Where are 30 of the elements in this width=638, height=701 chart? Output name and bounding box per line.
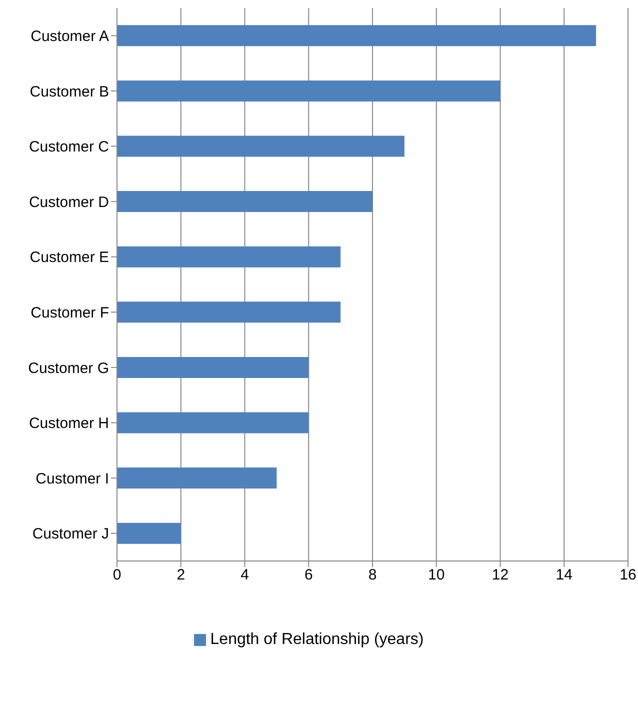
y-tick-label: Customer C xyxy=(28,138,110,156)
y-tick-label: Customer E xyxy=(30,249,109,266)
y-tick-label: Customer B xyxy=(30,83,109,100)
legend-label: Length of Relationship (years) xyxy=(210,631,424,648)
y-tick-label: Customer D xyxy=(28,194,110,211)
x-tick-label: 8 xyxy=(368,566,377,584)
bar xyxy=(117,191,372,212)
bar xyxy=(117,136,404,157)
x-tick-label: 0 xyxy=(112,566,122,584)
y-tick-label: Customer H xyxy=(28,415,109,432)
bar xyxy=(117,302,341,323)
x-tick-label: 4 xyxy=(240,566,249,584)
bar xyxy=(117,246,341,268)
y-tick-label: Customer A xyxy=(30,28,109,45)
y-tick-label: Customer J xyxy=(32,526,109,543)
y-tick-label: Customer G xyxy=(28,360,109,377)
bar xyxy=(117,522,181,544)
bar xyxy=(117,356,309,378)
x-tick-label: 6 xyxy=(304,566,313,584)
x-tick-label: 14 xyxy=(556,566,572,584)
x-tick-label: 12 xyxy=(492,566,509,584)
bar xyxy=(117,80,500,102)
bar xyxy=(117,25,596,46)
y-tick-label: Customer I xyxy=(36,470,109,488)
y-tick-label: Customer F xyxy=(30,304,109,322)
x-tick-label: 16 xyxy=(620,566,636,584)
bar xyxy=(117,412,309,434)
bar xyxy=(117,468,277,489)
x-tick-label: 2 xyxy=(176,566,186,584)
x-tick-label: 10 xyxy=(428,566,445,584)
